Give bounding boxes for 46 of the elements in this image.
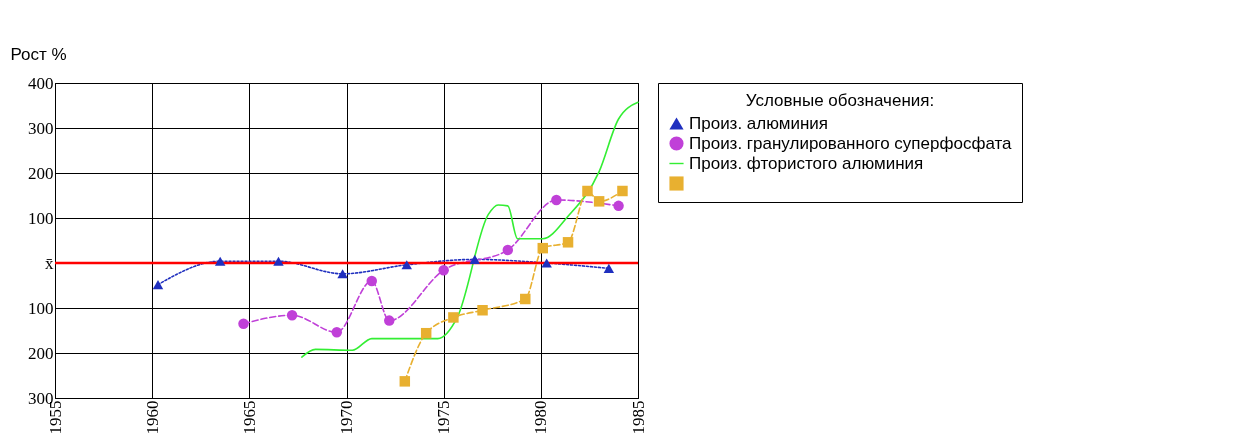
point <box>401 260 412 270</box>
point <box>384 315 395 326</box>
point <box>541 258 552 268</box>
point <box>603 263 615 273</box>
point <box>238 318 249 329</box>
point <box>420 327 432 339</box>
point <box>617 185 628 197</box>
legend-title: Условные обозначения: <box>745 91 935 110</box>
point <box>152 280 164 290</box>
legend-label: Произ. гранулированного суперфосфата <box>689 133 1013 153</box>
x-tick-label: 1965 <box>239 400 259 435</box>
point <box>477 305 488 316</box>
point <box>562 237 574 248</box>
y-tick-label: x̄ <box>45 253 54 273</box>
point <box>331 327 343 338</box>
x-tick-label: 1975 <box>434 400 454 435</box>
y-axis-title: Рост % <box>10 44 67 64</box>
point <box>593 196 605 207</box>
point <box>214 256 226 266</box>
x-tick-label: 1985 <box>628 400 648 435</box>
point <box>399 376 411 387</box>
legend-label: Произ. фтористого алюминия <box>689 153 924 173</box>
y-tick-label: 400 <box>28 73 54 93</box>
point <box>438 264 449 276</box>
point <box>337 269 348 279</box>
legend-label: Произ. алюминия <box>689 113 829 133</box>
point <box>273 256 284 266</box>
y-tick-label: 300 <box>28 118 54 138</box>
x-tick-label: 1970 <box>337 400 356 435</box>
point <box>582 185 593 197</box>
point <box>520 293 531 305</box>
x-tick-label: 1960 <box>142 400 162 435</box>
point <box>469 254 480 264</box>
line-series <box>301 101 639 358</box>
y-tick-label: 100 <box>28 208 54 228</box>
point <box>286 309 298 321</box>
point <box>366 275 378 287</box>
y-tick-label: 200 <box>28 163 54 183</box>
x-tick-label: 1980 <box>531 400 551 435</box>
y-tick-label: 200 <box>28 343 54 363</box>
point <box>537 242 549 254</box>
y-tick-label: 100 <box>28 298 54 318</box>
point <box>448 312 459 323</box>
point <box>502 244 514 256</box>
point <box>613 200 624 212</box>
point <box>551 194 562 206</box>
